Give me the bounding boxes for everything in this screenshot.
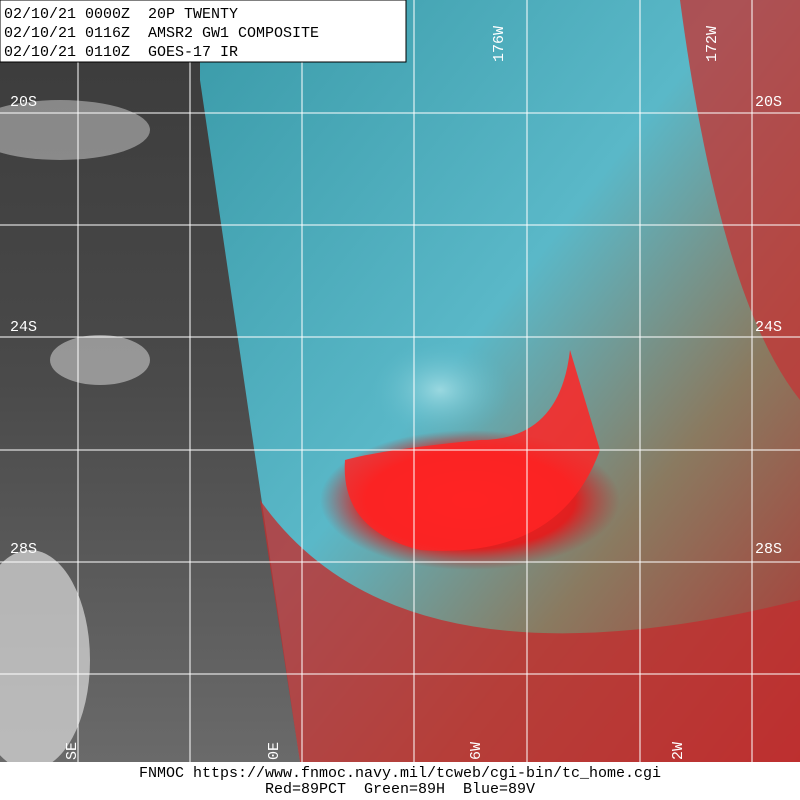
lon-label: SE (64, 742, 81, 760)
lon-label: 0E (266, 742, 283, 760)
header-line: 02/10/21 0116Z AMSR2 GW1 COMPOSITE (4, 25, 319, 42)
lat-label: 28S (755, 541, 782, 558)
header-line: 02/10/21 0000Z 20P TWENTY (4, 6, 238, 23)
lat-label: 24S (10, 319, 37, 336)
rain-band (260, 500, 800, 762)
lat-label: 24S (755, 319, 782, 336)
lat-label: 20S (755, 94, 782, 111)
lat-label: 28S (10, 541, 37, 558)
cloud (0, 100, 150, 160)
header-box (0, 0, 407, 63)
header-line: 02/10/21 0110Z GOES-17 IR (4, 44, 238, 61)
lon-label: 6W (468, 742, 485, 760)
footer-box (0, 762, 800, 800)
lon-label: 176W (491, 26, 508, 62)
lat-label: 20S (10, 94, 37, 111)
lon-label: 2W (670, 742, 687, 760)
eye (370, 340, 510, 440)
lon-label: 172W (704, 26, 721, 62)
grid (0, 0, 800, 762)
cloud (0, 550, 90, 770)
footer-line: FNMOC https://www.fnmoc.navy.mil/tcweb/c… (139, 765, 661, 782)
cloud (50, 335, 150, 385)
footer-line: Red=89PCT Green=89H Blue=89V (265, 781, 535, 798)
rain-band (680, 0, 800, 400)
